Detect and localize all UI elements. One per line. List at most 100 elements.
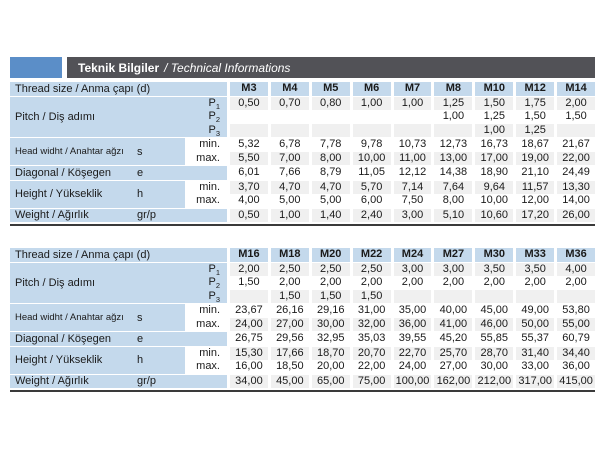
data-cell: 5,10	[434, 208, 473, 222]
data-cell: 100,00	[393, 374, 432, 388]
column-header: M14	[557, 82, 596, 96]
data-cell: 2,50	[311, 262, 350, 276]
data-cell: 3,70	[230, 180, 268, 194]
table-row: 1,00 1,25 1,50 1,50	[227, 110, 596, 124]
data-cell: 32,00	[352, 317, 391, 331]
data-cell: 1,00	[270, 208, 309, 222]
data-cell: 20,00	[311, 360, 350, 374]
data-cell: 2,00	[352, 276, 391, 290]
data-cell: 1,25	[434, 96, 473, 110]
data-cell	[230, 110, 268, 124]
table-row: 1,00 1,25	[227, 123, 596, 137]
data-rows: 15,30 17,66 18,70 20,70 22,70 25,70 28,70 31,40…	[227, 346, 596, 374]
data-cell: 27,00	[270, 317, 309, 331]
data-cell: 45,00	[475, 304, 514, 318]
data-cell: 2,00	[434, 276, 473, 290]
row-label-cell: Height / Yükseklik h	[10, 180, 185, 208]
sub-label-column	[185, 332, 227, 346]
data-rows: 26,75 29,56 32,95 35,03 39,55 45,20 55,85 55,37…	[227, 332, 596, 346]
row-label-cell: Pitch / Diş adımı	[10, 262, 185, 303]
data-cell: 1,00	[434, 110, 473, 124]
data-cell: 10,00	[352, 151, 391, 165]
data-cell: 1,50	[475, 96, 514, 110]
data-cell: 162,00	[434, 374, 473, 388]
data-cell: 55,00	[557, 317, 596, 331]
table-row: 23,67 26,16 29,16 31,00 35,00 40,00 45,00 49,00…	[227, 304, 596, 318]
data-cell: 28,70	[475, 346, 514, 360]
data-cell: 1,50	[311, 289, 350, 303]
row-sub-label: P3	[185, 289, 227, 304]
data-cell: 18,50	[270, 360, 309, 374]
row-sub-label	[185, 208, 227, 222]
sub-label-column: min. max.	[185, 181, 227, 208]
data-cell	[230, 123, 268, 137]
spec-table-m16-m36: Thread size / Anma çapı (d) M16 M18 M20 M22 M…	[10, 248, 596, 392]
data-cell: 1,00	[352, 96, 391, 110]
table-row-group: Height / Yükseklik h min. max. 15,30 17,66 18,…	[10, 346, 596, 374]
data-cell: 6,01	[230, 166, 268, 180]
data-cell: 1,50	[557, 110, 596, 124]
data-cell: 27,00	[434, 360, 473, 374]
data-cell: 12,00	[516, 194, 555, 208]
table-row-group: Height / Yükseklik h min. max. 3,70 4,70 4,70 5…	[10, 180, 596, 208]
data-cell	[352, 123, 391, 137]
data-cell: 34,00	[230, 374, 268, 388]
row-sub-label: P2	[185, 110, 227, 124]
column-header: M24	[393, 248, 432, 262]
sub-label-column	[185, 208, 227, 222]
column-header: M12	[516, 82, 555, 96]
data-cell: 21,67	[557, 138, 596, 152]
data-cell	[352, 110, 391, 124]
table-header-row: Thread size / Anma çapı (d) M3 M4 M5 M6 M7 M8 M…	[10, 82, 596, 96]
column-header: M18	[270, 248, 309, 262]
thread-size-label-text: Thread size / Anma çapı (d)	[15, 248, 151, 261]
page-subtitle: / Technical Informations	[164, 60, 291, 75]
sub-label-column: P1 P2 P3	[185, 96, 227, 138]
column-header: M36	[557, 248, 596, 262]
data-cell: 13,00	[434, 151, 473, 165]
row-sub-label: max.	[196, 360, 220, 372]
data-cell: 21,10	[516, 166, 555, 180]
table-row: 4,00 5,00 5,00 6,00 7,50 8,00 10,00 12,00 14,00	[227, 194, 596, 208]
sub-index: 3	[215, 128, 220, 138]
data-cell: 7,66	[270, 166, 309, 180]
data-cell: 2,50	[270, 262, 309, 276]
table-row: 15,30 17,66 18,70 20,70 22,70 25,70 28,70 31,40…	[227, 346, 596, 360]
data-cell: 26,00	[557, 208, 596, 222]
data-cell: 1,00	[475, 123, 514, 137]
data-cell: 18,90	[475, 166, 514, 180]
data-cell: 5,32	[230, 138, 268, 152]
table-row: 1,50 1,50 1,50	[227, 289, 596, 303]
data-cell: 1,50	[270, 289, 309, 303]
data-cell: 25,70	[434, 346, 473, 360]
table-row: 34,00 45,00 65,00 75,00 100,00 162,00 212,00 31…	[227, 374, 596, 388]
data-cell: 3,00	[434, 262, 473, 276]
data-cell: 1,25	[475, 110, 514, 124]
data-cell: 2,00	[475, 276, 514, 290]
data-cell	[270, 110, 309, 124]
data-cell: 6,00	[352, 194, 391, 208]
data-cell: 10,60	[475, 208, 514, 222]
data-cell: 45,00	[270, 374, 309, 388]
data-cell: 39,55	[393, 332, 432, 346]
data-cell: 35,00	[393, 304, 432, 318]
data-rows: 23,67 26,16 29,16 31,00 35,00 40,00 45,00 49,00…	[227, 304, 596, 331]
header-column-row: M16 M18 M20 M22 M24 M27 M30 M33 M36	[227, 248, 596, 262]
data-cell: 17,00	[475, 151, 514, 165]
table-row-group: Weight / Ağırlık gr/p 34,00 45,00 65,00 75,00…	[10, 374, 596, 388]
row-label-cell: Diagonal / Köşegen e	[10, 332, 185, 346]
data-cell: 2,00	[311, 276, 350, 290]
table-row: 16,00 18,50 20,00 22,00 24,00 27,00 30,00 33,00…	[227, 360, 596, 374]
data-cell: 2,00	[516, 276, 555, 290]
header-columns: M16 M18 M20 M22 M24 M27 M30 M33 M36	[227, 248, 596, 262]
data-cell: 16,73	[475, 138, 514, 152]
data-cell: 22,00	[557, 151, 596, 165]
column-header: M27	[434, 248, 473, 262]
column-header: M8	[434, 82, 473, 96]
data-cell: 7,78	[311, 138, 350, 152]
data-cell: 29,16	[311, 304, 350, 318]
row-sub-label	[185, 332, 227, 346]
data-cell: 20,70	[352, 346, 391, 360]
page-title: Teknik Bilgiler	[78, 60, 160, 75]
table-row-group: Head widht / Anahtar ağzı s min. max. 23,67 2…	[10, 304, 596, 331]
